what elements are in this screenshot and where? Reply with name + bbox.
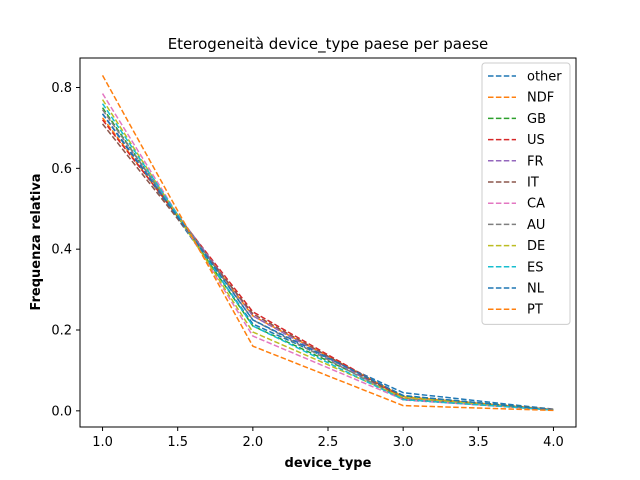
y-tick-label: 0.4 — [51, 243, 72, 258]
legend-box — [481, 62, 571, 325]
chart-title: Eterogeneità device_type paese per paese — [168, 35, 489, 54]
y-tick-label: 0.2 — [51, 324, 72, 339]
legend-entry: US — [527, 133, 545, 148]
series-line-es — [101, 103, 554, 411]
x-tick-label: 2.0 — [243, 435, 264, 450]
y-axis-ticks: 0.0 0.2 0.4 0.6 0.8 — [51, 81, 80, 419]
legend-entry: FR — [527, 154, 544, 169]
legend-entry: AU — [527, 218, 545, 233]
legend-entry: CA — [527, 197, 545, 212]
plot-lines — [101, 75, 554, 412]
legend-entry: ES — [527, 260, 543, 275]
legend-entry: other — [527, 70, 562, 85]
legend-entry: NDF — [527, 91, 554, 106]
x-tick-label: 4.0 — [543, 435, 564, 450]
legend-entry: PT — [527, 303, 543, 318]
legend-entry: NL — [527, 282, 545, 297]
legend: other NDF GB US FR IT CA AU DE ES NL PT — [481, 62, 571, 325]
series-line-pt — [101, 75, 554, 412]
x-axis-ticks: 1.0 1.5 2.0 2.5 3.0 3.5 4.0 — [92, 427, 564, 450]
y-axis-label: Frequenza relativa — [29, 173, 44, 310]
legend-entry: DE — [527, 239, 545, 254]
x-tick-label: 1.5 — [167, 435, 188, 450]
legend-entry: IT — [527, 176, 539, 191]
x-tick-label: 1.0 — [92, 435, 113, 450]
x-tick-label: 3.0 — [393, 435, 414, 450]
y-tick-label: 0.6 — [51, 162, 72, 177]
x-tick-label: 2.5 — [318, 435, 339, 450]
x-axis-label: device_type — [285, 456, 372, 471]
x-tick-label: 3.5 — [468, 435, 489, 450]
y-tick-label: 0.8 — [51, 81, 72, 96]
y-tick-label: 0.0 — [51, 404, 72, 419]
legend-entry: GB — [527, 112, 546, 127]
series-line-nl — [101, 113, 554, 411]
